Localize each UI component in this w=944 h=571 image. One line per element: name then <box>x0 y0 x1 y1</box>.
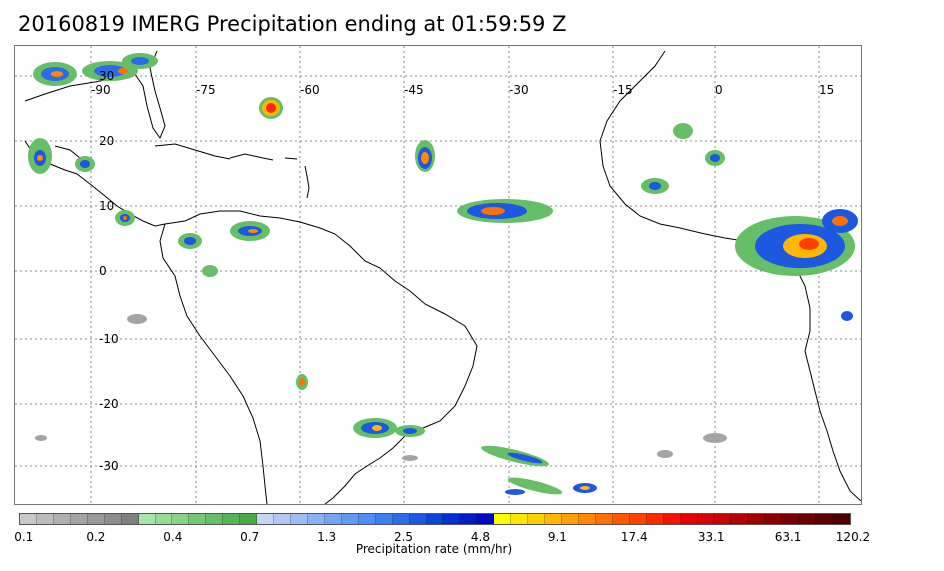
color-scale-cell <box>20 514 37 524</box>
color-scale-cell <box>121 514 139 524</box>
color-scale-cell <box>375 514 393 524</box>
color-scale-cell <box>663 514 681 524</box>
color-scale-cell <box>833 514 850 524</box>
color-scale-cell <box>307 514 325 524</box>
color-scale-tick-label: 0.2 <box>86 530 106 544</box>
latitude-label: 10 <box>99 199 114 213</box>
color-scale-cell <box>291 514 308 524</box>
precipitation-overlay <box>28 53 858 495</box>
color-scale-cell <box>409 514 427 524</box>
color-scale-bar <box>19 513 851 525</box>
longitude-label: 0 <box>715 83 723 97</box>
latitude-label: -30 <box>99 459 119 473</box>
color-scale-tick-label: 33.1 <box>697 530 725 544</box>
color-scale-cell <box>646 514 664 524</box>
longitude-label: -60 <box>300 83 320 97</box>
color-scale-tick-label: 1.3 <box>317 530 337 544</box>
color-scale-cell <box>595 514 613 524</box>
color-scale-cell <box>443 514 461 524</box>
longitude-label: -90 <box>91 83 111 97</box>
color-scale-cell <box>206 514 224 524</box>
map-canvas: -90 -75 -60 -45 -30 -15 0 15 30 20 10 0 -10 -20 -30 <box>15 46 861 504</box>
color-scale-title: Precipitation rate (mm/hr) <box>355 542 513 556</box>
color-scale-cell <box>87 514 105 524</box>
latitude-label: 0 <box>99 264 107 278</box>
map-title: 20160819 IMERG Precipitation ending at 0… <box>18 12 567 36</box>
color-scale-cell <box>70 514 88 524</box>
latitude-label: -10 <box>99 332 119 346</box>
color-scale-tick-label: 4.8 <box>470 530 490 544</box>
color-scale-tick-label: 0.4 <box>163 530 183 544</box>
color-scale-cell <box>629 514 647 524</box>
color-scale-cell <box>731 514 749 524</box>
color-scale-cell <box>714 514 732 524</box>
color-scale-cell <box>494 514 512 524</box>
color-scale-tick-label: 0.7 <box>240 530 260 544</box>
color-scale-cell <box>816 514 833 524</box>
color-scale-cell <box>562 514 579 524</box>
color-scale-tick-label: 0.1 <box>14 530 34 544</box>
color-scale-cell <box>223 514 241 524</box>
color-scale-cell <box>545 514 562 524</box>
color-scale-cell <box>680 514 698 524</box>
color-scale-cell <box>392 514 410 524</box>
color-scale-cell <box>53 514 71 524</box>
color-scale-cell <box>460 514 478 524</box>
color-scale-cell <box>240 514 258 524</box>
color-scale-cell <box>578 514 596 524</box>
color-scale-cell <box>511 514 529 524</box>
color-scale-cell <box>477 514 495 524</box>
longitude-label: -45 <box>404 83 424 97</box>
longitude-labels: -90 -75 -60 -45 -30 -15 0 15 <box>91 83 834 97</box>
latitude-labels: 30 20 10 0 -10 -20 -30 <box>99 69 119 473</box>
color-scale-tick-label: 9.1 <box>547 530 567 544</box>
longitude-label: -75 <box>196 83 216 97</box>
color-scale-cell <box>358 514 376 524</box>
color-scale-cell <box>697 514 715 524</box>
color-scale-tick-label: 2.5 <box>393 530 414 544</box>
color-scale-cell <box>155 514 173 524</box>
longitude-label: 15 <box>819 83 834 97</box>
color-scale-cell <box>799 514 817 524</box>
color-scale-cell <box>765 514 783 524</box>
precipitation-map: -90 -75 -60 -45 -30 -15 0 15 30 20 10 0 -10 -20 -30 <box>14 45 862 505</box>
color-scale-cell <box>426 514 444 524</box>
color-scale-cell <box>324 514 342 524</box>
color-scale-cell <box>172 514 190 524</box>
color-scale-tick-label: 17.4 <box>620 530 648 544</box>
color-scale-cell <box>612 514 630 524</box>
color-scale-cell <box>782 514 800 524</box>
color-scale-cell <box>528 514 546 524</box>
longitude-label: -30 <box>509 83 529 97</box>
color-scale-cell <box>138 514 156 524</box>
color-scale-cell <box>274 514 291 524</box>
color-scale-tick-label: 63.1 <box>774 530 802 544</box>
color-scale-cell <box>257 514 275 524</box>
color-scale-cell <box>748 514 766 524</box>
gridlines <box>15 46 861 504</box>
latitude-label: 20 <box>99 134 114 148</box>
coastlines <box>24 50 861 504</box>
latitude-label: -20 <box>99 397 119 411</box>
color-scale-tick-label: 120.2 <box>835 530 871 544</box>
color-scale-cell <box>341 514 359 524</box>
color-scale-cell <box>36 514 54 524</box>
color-scale-cell <box>104 514 122 524</box>
longitude-label: -15 <box>613 83 633 97</box>
latitude-label: 30 <box>99 69 114 83</box>
color-scale-cell <box>189 514 207 524</box>
